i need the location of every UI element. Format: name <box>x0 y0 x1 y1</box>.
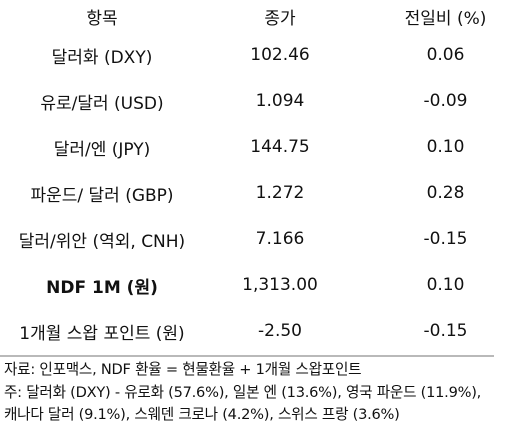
table-row: 달러화 (DXY) 102.46 0.06 <box>0 32 531 78</box>
row-close: 1,313.00 <box>242 275 318 295</box>
row-item: 달러/엔 (JPY) <box>53 139 151 160</box>
table-header: 항목 종가 전일비 (%) <box>0 0 531 32</box>
row-item: 유로/달러 (USD) <box>40 93 164 114</box>
row-close: 1.272 <box>255 183 305 203</box>
row-change: -0.09 <box>423 91 468 111</box>
table-row: 달러/위안 (역외, CNH) 7.166 -0.15 <box>0 216 531 262</box>
row-change: -0.15 <box>423 321 468 341</box>
row-change: -0.15 <box>423 229 468 249</box>
divider <box>0 355 494 357</box>
row-change: 0.10 <box>426 137 465 157</box>
weights-note-continued: 캐나다 달러 (9.1%), 스웨덴 크로나 (4.2%), 스위스 프랑 (3… <box>4 406 400 423</box>
footnotes: 자료: 인포맥스, NDF 환율 = 현물환율 + 1개월 스왑포인트 주: 달… <box>4 359 529 427</box>
row-item: NDF 1M (원) <box>46 277 158 298</box>
row-change: 0.28 <box>426 183 465 203</box>
row-change: 0.10 <box>426 275 465 295</box>
header-item: 항목 <box>86 8 118 29</box>
row-close: 7.166 <box>255 229 305 249</box>
table-row: 1개월 스왑 포인트 (원) -2.50 -0.15 <box>0 308 531 354</box>
row-close: 1.094 <box>255 91 305 111</box>
row-item: 파운드/ 달러 (GBP) <box>30 185 174 206</box>
table-row: NDF 1M (원) 1,313.00 0.10 <box>0 262 531 308</box>
row-change: 0.06 <box>426 45 465 65</box>
row-item: 달러화 (DXY) <box>51 47 153 68</box>
row-close: 144.75 <box>250 137 310 157</box>
table-row: 파운드/ 달러 (GBP) 1.272 0.28 <box>0 170 531 216</box>
table-row: 달러/엔 (JPY) 144.75 0.10 <box>0 124 531 170</box>
row-close: 102.46 <box>250 45 310 65</box>
source-note: 자료: 인포맥스, NDF 환율 = 현물환율 + 1개월 스왑포인트 <box>4 361 362 378</box>
table-row: 유로/달러 (USD) 1.094 -0.09 <box>0 78 531 124</box>
fx-table: 항목 종가 전일비 (%) 달러화 (DXY) 102.46 0.06 유로/달… <box>0 0 531 354</box>
header-change: 전일비 (%) <box>404 8 487 29</box>
row-item: 1개월 스왑 포인트 (원) <box>19 323 185 344</box>
row-item: 달러/위안 (역외, CNH) <box>18 231 186 252</box>
weights-note: 주: 달러화 (DXY) - 유로화 (57.6%), 일본 엔 (13.6%)… <box>4 383 482 401</box>
row-close: -2.50 <box>258 321 302 341</box>
header-close: 종가 <box>264 8 296 29</box>
